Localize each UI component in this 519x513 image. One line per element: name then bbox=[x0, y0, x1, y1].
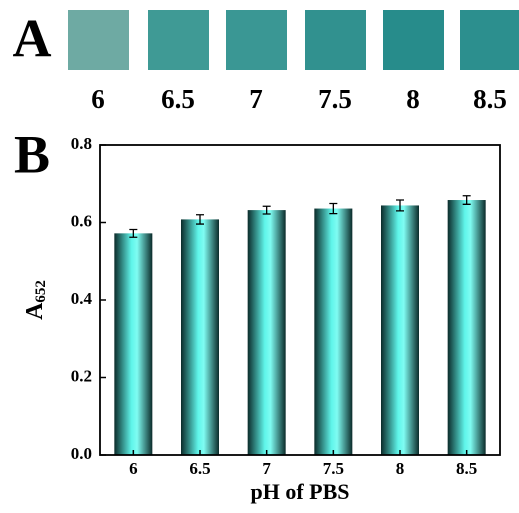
error-bar bbox=[196, 214, 204, 225]
x-tick-label: 7 bbox=[262, 459, 271, 478]
bar bbox=[381, 205, 419, 455]
bar bbox=[314, 208, 353, 455]
y-axis-title-main: A bbox=[22, 302, 48, 320]
x-tick-label: 8.5 bbox=[456, 459, 477, 478]
panel-label: A bbox=[13, 8, 52, 68]
error-bar bbox=[129, 228, 138, 238]
swatch bbox=[383, 10, 444, 70]
y-axis-title: A652 bbox=[22, 280, 50, 320]
error-bar bbox=[262, 205, 271, 215]
x-tick-label: 6.5 bbox=[189, 459, 210, 478]
y-tick-label: 0.0 bbox=[71, 444, 92, 463]
sample-label: 8 bbox=[406, 84, 420, 114]
swatch bbox=[148, 10, 209, 70]
swatch bbox=[305, 10, 366, 70]
x-axis-title: pH of PBS bbox=[250, 479, 349, 504]
y-tick-label: 0.6 bbox=[71, 211, 92, 230]
sample-label: 6 bbox=[91, 84, 105, 114]
x-tick-label: 8 bbox=[396, 459, 405, 478]
plot-frame bbox=[99, 144, 501, 456]
error-bar bbox=[329, 202, 338, 215]
bar bbox=[181, 219, 219, 455]
sample-label: 7.5 bbox=[318, 84, 352, 114]
swatch bbox=[68, 10, 129, 70]
y-tick-label: 0.2 bbox=[71, 366, 92, 385]
y-tick-label: 0.8 bbox=[71, 134, 92, 153]
bar bbox=[247, 210, 286, 455]
error-bar bbox=[396, 199, 404, 212]
swatch bbox=[226, 10, 287, 70]
y-tick-label: 0.4 bbox=[71, 289, 93, 308]
bar bbox=[114, 233, 153, 455]
swatch bbox=[460, 10, 519, 70]
sample-label: 8.5 bbox=[473, 84, 507, 114]
sample-label: 6.5 bbox=[161, 84, 195, 114]
y-axis-title-subscript: 652 bbox=[33, 280, 49, 303]
bar bbox=[447, 200, 486, 455]
x-tick-label: 7.5 bbox=[323, 459, 344, 478]
panel-label: B bbox=[14, 124, 50, 184]
sample-label: 7 bbox=[249, 84, 263, 114]
error-bar bbox=[462, 195, 471, 205]
x-tick-label: 6 bbox=[129, 459, 138, 478]
